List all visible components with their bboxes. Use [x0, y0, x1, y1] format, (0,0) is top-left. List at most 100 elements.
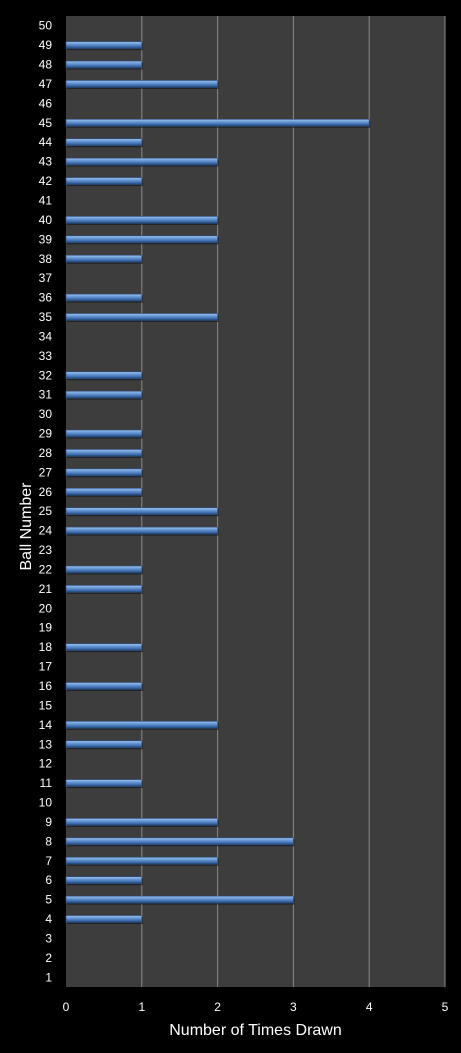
y-tick-label: 47 — [39, 77, 53, 91]
bar-fill — [65, 779, 143, 787]
y-tick-label: 43 — [39, 155, 53, 169]
bar-5 — [65, 895, 295, 905]
bar-fill — [65, 254, 143, 263]
bar-fill — [65, 585, 143, 593]
y-tick-label: 37 — [39, 271, 53, 285]
bar-45 — [65, 119, 371, 128]
y-tick-label: 12 — [39, 757, 53, 771]
y-tick-label: 21 — [39, 582, 53, 596]
bar-31 — [65, 390, 143, 400]
bar-fill — [65, 818, 218, 826]
x-tick-label: 3 — [290, 1000, 297, 1014]
y-tick-label: 18 — [39, 640, 53, 654]
bar-25 — [65, 507, 219, 517]
y-tick-label: 40 — [39, 213, 53, 227]
bar-43 — [65, 157, 219, 167]
y-tick-label: 16 — [39, 679, 53, 693]
bar-40 — [65, 216, 219, 225]
y-tick-label: 10 — [39, 796, 53, 810]
y-tick-label: 2 — [45, 951, 52, 965]
y-tick-label: 38 — [39, 252, 53, 266]
x-axis-title: Number of Times Drawn — [169, 1022, 342, 1039]
bar-27 — [65, 468, 143, 478]
bar-fill — [65, 856, 218, 865]
bar-fill — [65, 371, 143, 380]
bar-7 — [65, 856, 219, 866]
bar-fill — [65, 643, 143, 651]
y-tick-label: 7 — [45, 854, 52, 868]
bar-fill — [65, 876, 143, 884]
bar-48 — [65, 60, 143, 70]
bar-13 — [65, 740, 143, 750]
bar-39 — [65, 235, 219, 245]
bar-42 — [65, 177, 143, 187]
y-tick-label: 44 — [39, 135, 53, 149]
y-tick-label: 6 — [45, 873, 52, 887]
bar-fill — [65, 449, 143, 457]
y-tick-label: 15 — [39, 698, 53, 712]
bar-fill — [65, 682, 143, 690]
x-tick-label: 2 — [214, 1000, 221, 1014]
bar-21 — [65, 585, 143, 594]
y-tick-labels: 1234567891011121314151617181920212223242… — [39, 19, 53, 985]
bar-fill — [65, 721, 218, 729]
y-tick-label: 14 — [39, 718, 53, 732]
bar-fill — [65, 915, 143, 923]
bar-4 — [65, 915, 143, 925]
bar-fill — [65, 390, 143, 399]
y-tick-label: 36 — [39, 291, 53, 305]
y-tick-label: 50 — [39, 19, 53, 33]
bar-18 — [65, 643, 143, 653]
bar-fill — [65, 468, 143, 477]
y-tick-label: 49 — [39, 38, 53, 52]
bar-14 — [65, 721, 219, 730]
bar-8 — [65, 837, 295, 847]
bar-fill — [65, 837, 294, 846]
y-tick-label: 30 — [39, 407, 53, 421]
y-axis-title: Ball Number — [18, 482, 35, 571]
y-tick-label: 31 — [39, 388, 53, 402]
bar-fill — [65, 177, 143, 185]
y-tick-label: 4 — [45, 912, 52, 926]
y-tick-label: 22 — [39, 562, 53, 576]
y-tick-label: 20 — [39, 601, 53, 615]
x-tick-label: 5 — [442, 1000, 449, 1014]
x-tick-label: 0 — [63, 1000, 70, 1014]
bar-6 — [65, 876, 143, 886]
bar-fill — [65, 526, 218, 535]
y-tick-label: 32 — [39, 368, 53, 382]
y-tick-label: 17 — [39, 660, 53, 674]
bar-fill — [65, 487, 143, 496]
bar-fill — [65, 138, 143, 147]
bar-fill — [65, 119, 370, 127]
y-tick-label: 11 — [40, 776, 53, 790]
y-tick-label: 42 — [39, 174, 53, 188]
bar-16 — [65, 682, 143, 691]
bar-fill — [65, 740, 143, 749]
bar-fill — [65, 235, 218, 244]
bar-fill — [65, 565, 143, 574]
bar-26 — [65, 487, 143, 497]
bar-38 — [65, 254, 143, 264]
y-tick-label: 8 — [45, 834, 52, 848]
y-tick-label: 5 — [45, 893, 52, 907]
y-tick-label: 35 — [39, 310, 53, 324]
y-tick-label: 45 — [39, 116, 53, 130]
y-tick-label: 46 — [39, 96, 53, 110]
y-tick-label: 3 — [45, 931, 52, 945]
y-tick-label: 39 — [39, 232, 53, 246]
bar-fill — [65, 293, 143, 302]
y-tick-label: 27 — [39, 465, 53, 479]
bar-fill — [65, 80, 218, 88]
bar-9 — [65, 818, 219, 827]
bar-fill — [65, 507, 218, 516]
x-tick-labels: 0 1 2 3 4 5 — [63, 1000, 449, 1014]
y-tick-label: 34 — [39, 329, 53, 343]
x-tick-label: 4 — [366, 1000, 373, 1014]
y-tick-label: 19 — [39, 621, 53, 635]
bar-28 — [65, 449, 143, 458]
bar-fill — [65, 895, 294, 904]
bar-36 — [65, 293, 143, 303]
y-tick-label: 29 — [39, 427, 53, 441]
